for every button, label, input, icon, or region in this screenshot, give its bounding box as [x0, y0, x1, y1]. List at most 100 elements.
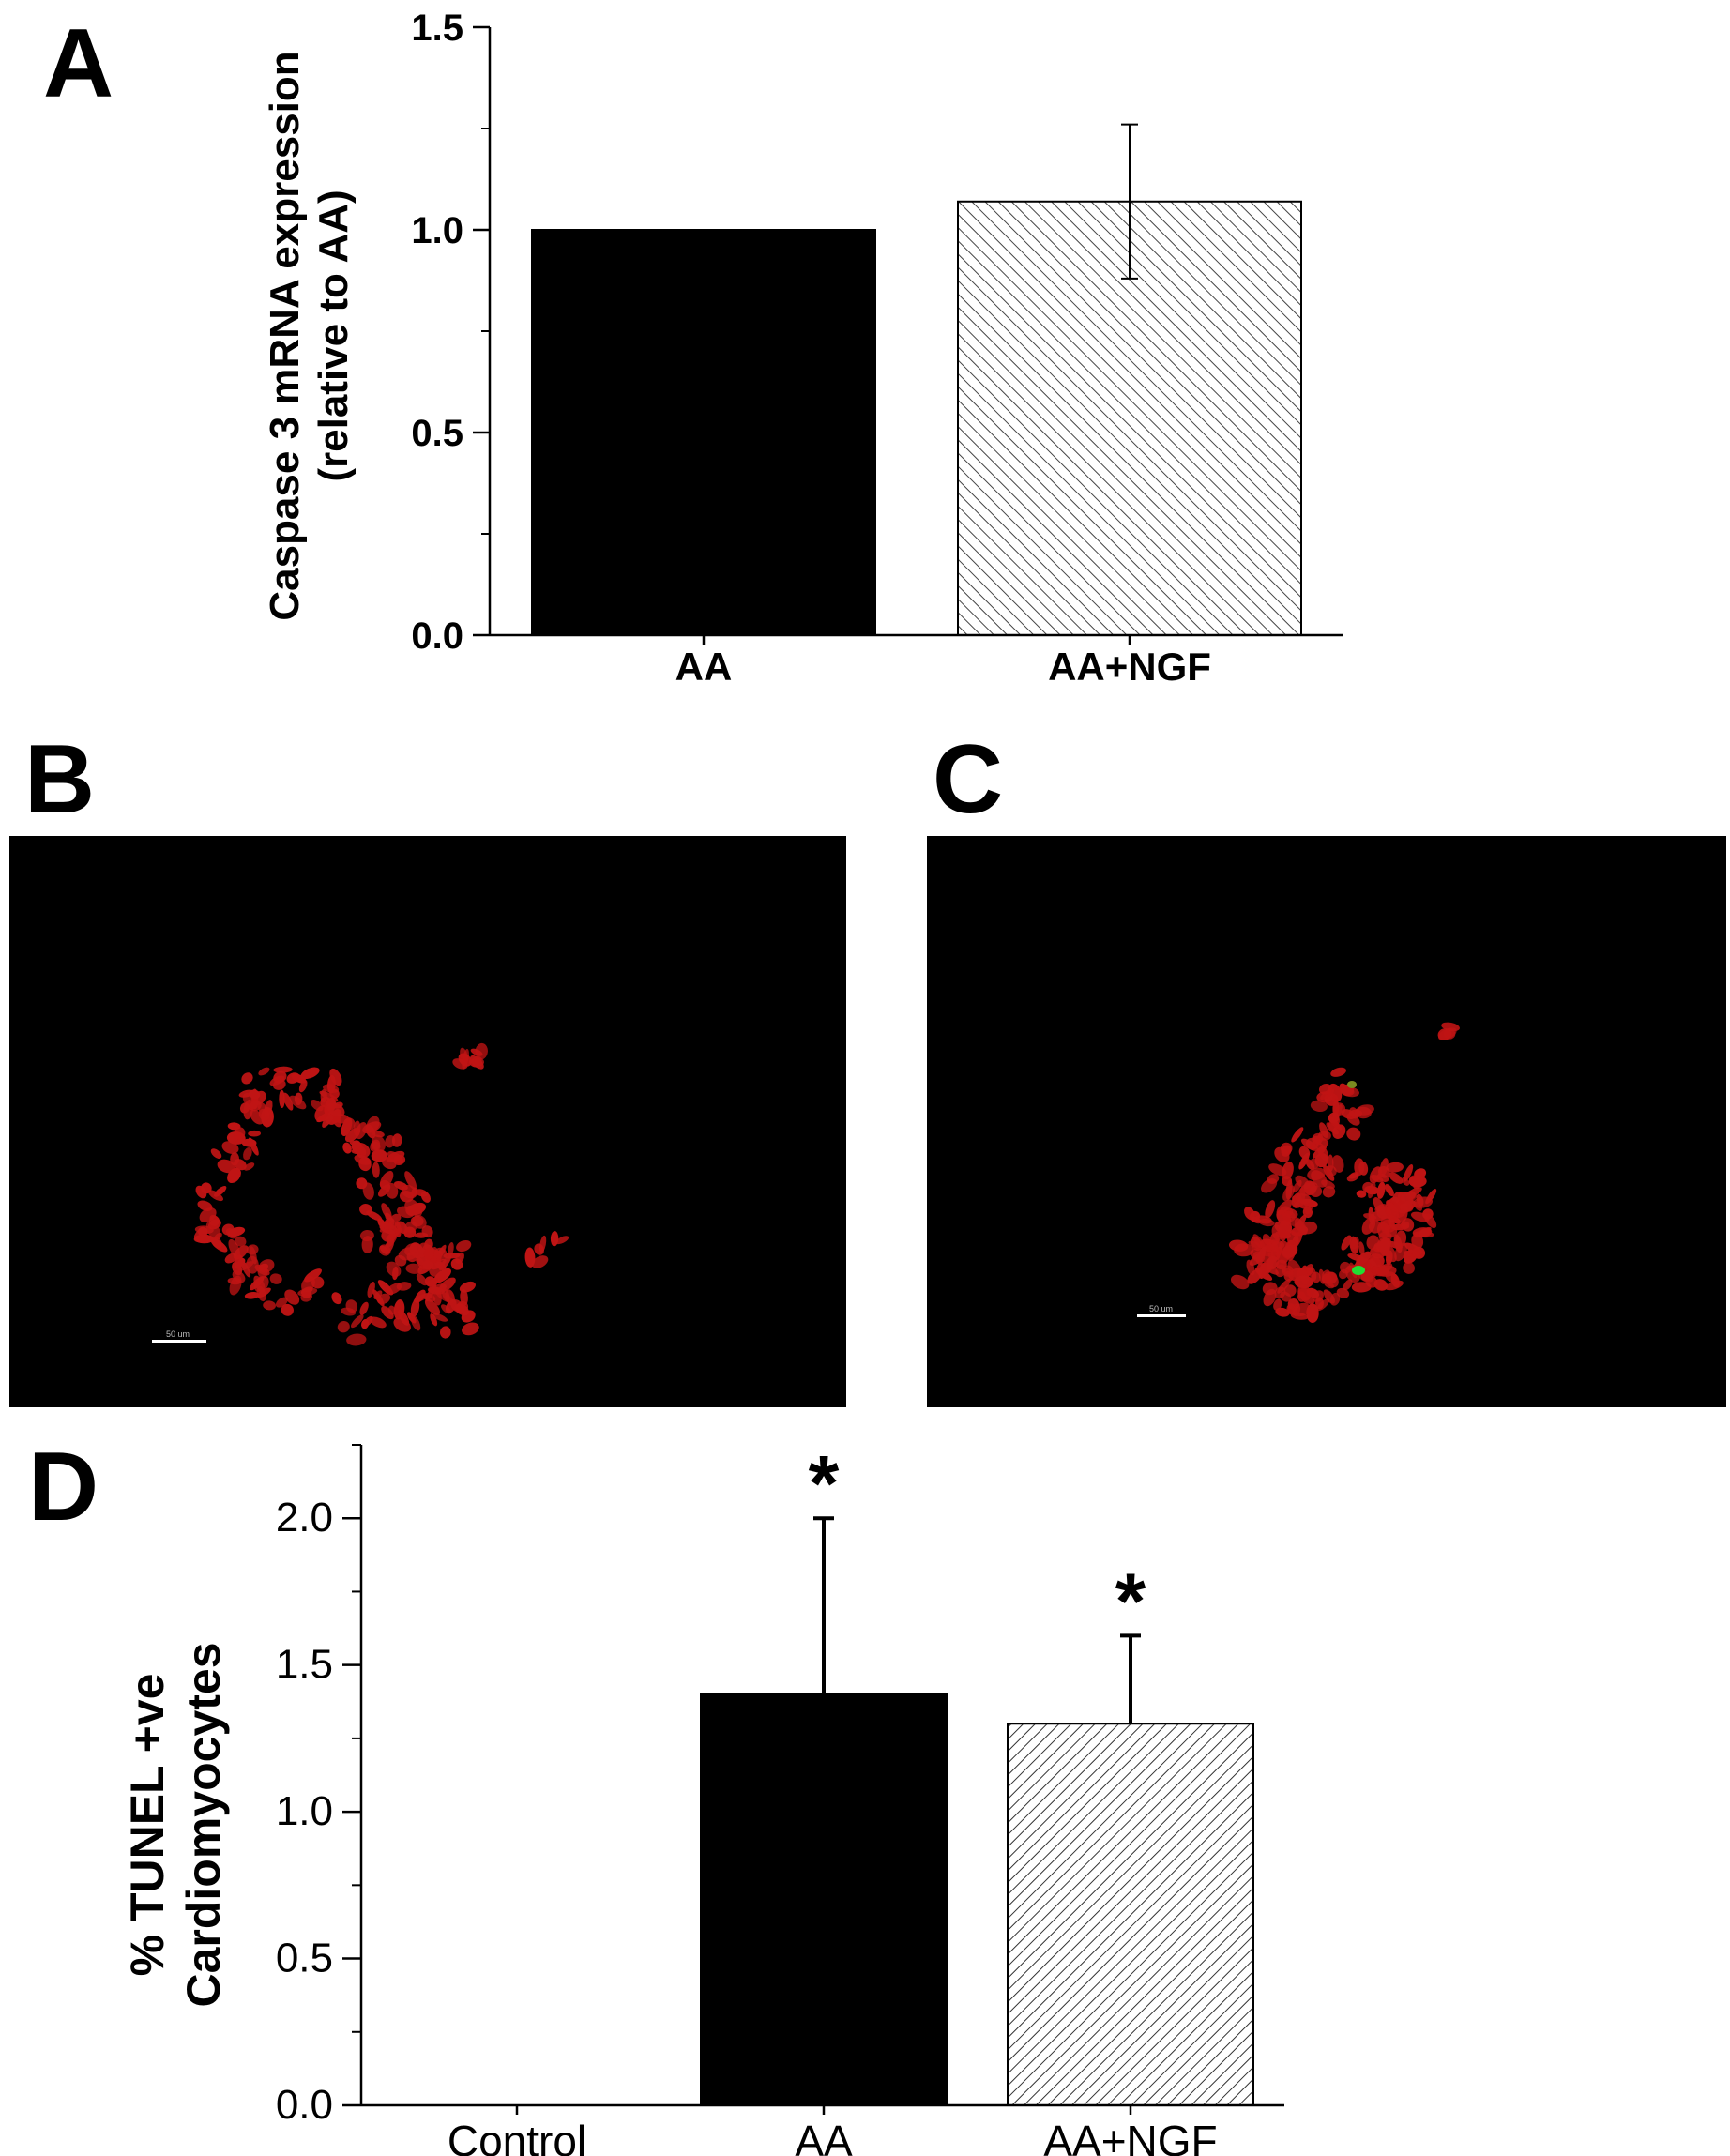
image-b-nucleus: [286, 1072, 300, 1084]
image-b-nucleus: [331, 1292, 342, 1305]
image-b-nucleus: [384, 1238, 395, 1254]
image-b-nucleus: [372, 1162, 380, 1178]
image-c-background: [927, 836, 1726, 1407]
image-c-nucleus: [1228, 1239, 1249, 1252]
image-b-nucleus: [230, 1152, 240, 1166]
image-c-nucleus: [1316, 1298, 1329, 1312]
image-b-nucleus: [381, 1229, 397, 1243]
image-c-nucleus: [1298, 1221, 1318, 1235]
image-c-nucleus: [1403, 1249, 1413, 1259]
image-b-nucleus: [235, 1236, 247, 1247]
image-c-nucleus: [1298, 1287, 1312, 1300]
image-b-nucleus: [254, 1264, 270, 1276]
image-b-nucleus: [322, 1111, 335, 1128]
image-b-nucleus: [372, 1131, 385, 1138]
image-b-nucleus: [237, 1261, 254, 1271]
image-b-nucleus: [381, 1306, 394, 1320]
image-c-nucleus: [1285, 1179, 1293, 1200]
panel-c-letter: C: [933, 725, 1003, 834]
microscopy-image-b: 50 um: [9, 836, 846, 1407]
image-b-nucleus: [371, 1141, 381, 1151]
image-b-nucleus: [326, 1102, 345, 1117]
image-b-nucleus: [424, 1276, 436, 1287]
image-b-nucleus: [337, 1321, 350, 1333]
image-c-scale-bar-label: 50 um: [1149, 1304, 1173, 1313]
image-b-nucleus: [403, 1226, 417, 1238]
image-b-nucleus: [370, 1316, 387, 1329]
image-b-nucleus: [406, 1202, 427, 1216]
image-c-nucleus: [1261, 1178, 1278, 1193]
image-b-nucleus: [221, 1141, 239, 1154]
image-c-nucleus: [1351, 1282, 1372, 1293]
image-b-nucleus: [243, 1162, 255, 1171]
image-c-nucleus: [1349, 1236, 1359, 1254]
chart-d-significance-1: *: [809, 1439, 840, 1527]
image-c-nucleus: [1276, 1199, 1293, 1216]
image-b-nucleus: [394, 1221, 402, 1237]
image-c-nucleus: [1385, 1280, 1404, 1291]
image-c-nucleus: [1385, 1184, 1394, 1196]
image-b-nucleus: [263, 1300, 276, 1311]
image-b-nucleus: [243, 1147, 252, 1161]
image-c-nucleus: [1310, 1158, 1319, 1169]
image-c-nucleus: [1340, 1086, 1359, 1098]
image-c-nucleus: [1282, 1210, 1296, 1222]
image-c-nucleus: [1358, 1161, 1369, 1176]
image-c-nucleus: [1341, 1235, 1352, 1251]
image-c-tunel-positive-nucleus: [1352, 1266, 1365, 1275]
image-b-background: [9, 836, 846, 1407]
image-b-nucleus: [406, 1251, 418, 1263]
image-c-nucleus: [1423, 1213, 1437, 1229]
chart-a-xtick-label-1: AA+NGF: [1048, 645, 1211, 689]
image-b-nucleus: [241, 1138, 257, 1147]
image-b-nucleus: [445, 1299, 457, 1313]
microscopy-image-c: 50 um: [927, 836, 1726, 1407]
image-c-nucleus: [1386, 1162, 1404, 1173]
image-b-nucleus: [228, 1238, 240, 1258]
image-b-nucleus: [304, 1268, 322, 1283]
image-b-nucleus: [269, 1273, 282, 1284]
chart-d-significance-2: *: [1115, 1556, 1146, 1645]
image-c-nucleus: [1385, 1202, 1400, 1222]
image-c-nucleus: [1343, 1279, 1353, 1291]
image-b-nucleus: [430, 1313, 438, 1327]
image-b-nucleus: [256, 1285, 266, 1302]
image-c-nucleus: [1346, 1173, 1359, 1182]
image-c-nucleus: [1271, 1240, 1283, 1253]
image-b-nucleus: [531, 1255, 549, 1268]
image-c-nucleus: [1291, 1127, 1304, 1143]
image-c-nucleus: [1294, 1222, 1306, 1232]
image-c-nucleus: [1292, 1179, 1302, 1193]
image-c-nucleus: [1377, 1240, 1390, 1253]
image-c-nucleus: [1393, 1234, 1403, 1253]
image-b-nucleus: [371, 1149, 387, 1162]
image-c-nucleus: [1370, 1265, 1389, 1277]
image-b-nucleus: [433, 1268, 451, 1283]
image-b-nucleus: [376, 1293, 391, 1305]
chart-d-xtick-label-1: AA: [795, 2117, 853, 2156]
image-b-nucleus: [281, 1303, 294, 1316]
image-c-nucleus: [1418, 1227, 1432, 1238]
chart-a-ytick-label-2: 1.0: [411, 210, 463, 251]
image-b-nucleus: [248, 1130, 261, 1137]
chart-a: Caspase 3 mRNA expression (relative to A…: [262, 8, 1343, 689]
image-b-nucleus: [417, 1258, 435, 1275]
image-c-nucleus: [1311, 1271, 1321, 1283]
image-b-nucleus: [474, 1057, 484, 1067]
image-c-nucleus: [1401, 1218, 1415, 1232]
image-b-nucleus: [298, 1080, 308, 1093]
image-c-nucleus: [1230, 1274, 1250, 1290]
image-c-nucleus: [1311, 1133, 1323, 1151]
image-b-nucleus: [410, 1298, 420, 1317]
image-b-nucleus: [386, 1182, 399, 1199]
image-b-nucleus: [416, 1273, 428, 1286]
image-b-nucleus: [289, 1095, 307, 1110]
image-c-nucleus: [1328, 1112, 1340, 1124]
image-c-nucleus: [1274, 1286, 1286, 1299]
image-b-nucleus: [415, 1189, 428, 1197]
image-b-nucleus: [410, 1314, 421, 1331]
image-b-nucleus: [534, 1243, 545, 1255]
image-c-nucleus: [1282, 1244, 1298, 1258]
image-c-nucleus: [1312, 1145, 1328, 1159]
chart-d-ytick-label-1: 0.5: [276, 1936, 333, 1981]
